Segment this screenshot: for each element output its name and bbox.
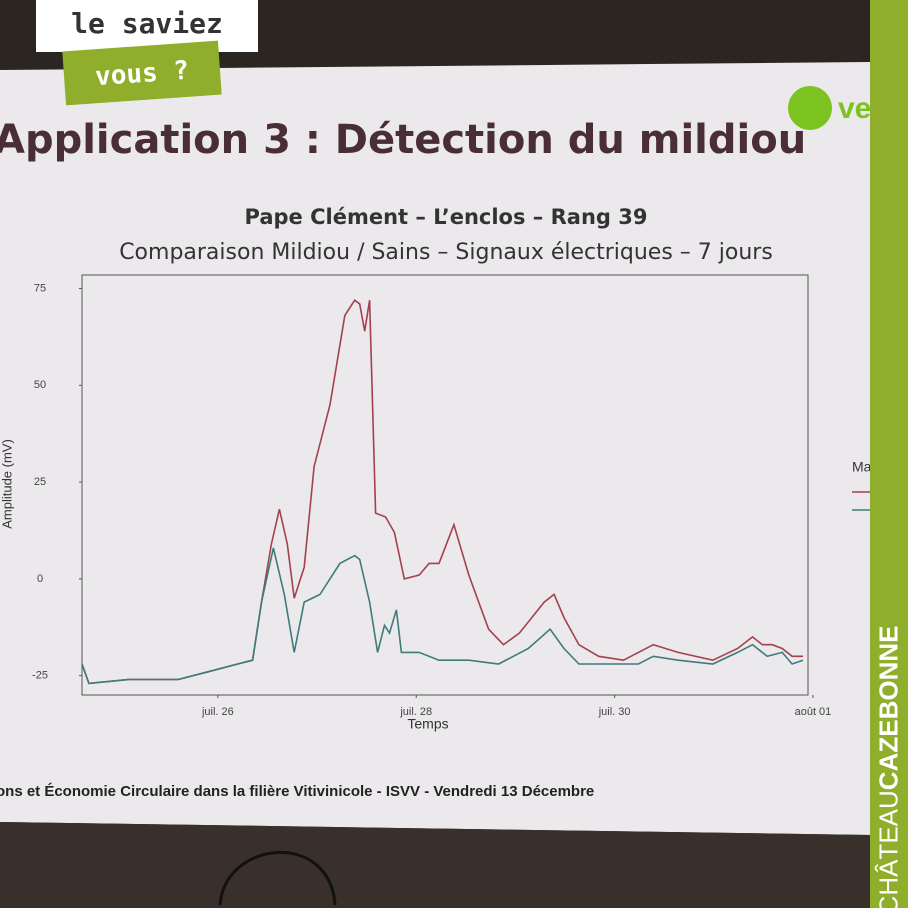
x-tick-label: août 01 [795, 706, 832, 718]
slide-title: Application 3 : Détection du mildiou [0, 117, 806, 163]
series-line [81, 547, 804, 685]
x-tick-label: juil. 26 [201, 706, 234, 718]
x-tick-label: juil. 30 [598, 706, 631, 718]
badge-line-1: le saviez [36, 0, 258, 52]
brand-name: CHÂTEAUCAZEBONNE [874, 626, 905, 908]
footer: ons et Économie Circulaire dans la filiè… [0, 783, 594, 800]
y-tick-label: 75 [34, 282, 46, 294]
y-tick-label: 0 [37, 573, 43, 585]
chart-subtitle: Comparaison Mildiou / Sains – Signaux él… [119, 240, 773, 265]
chart-title: Pape Clément – L’enclos – Rang 39 [245, 205, 648, 229]
y-tick-label: -25 [32, 670, 48, 682]
x-tick-label: juil. 28 [399, 706, 432, 718]
logo-text: ve [838, 92, 871, 125]
head-silhouette [218, 851, 337, 906]
brand-bold: CAZEBONNE [873, 625, 904, 791]
badge-line-2: vous ? [62, 40, 222, 106]
x-axis-label: Temps [407, 716, 448, 732]
brand-band: CHÂTEAUCAZEBONNE [870, 0, 908, 908]
legend-title: Ma [852, 459, 872, 475]
series-line [81, 299, 803, 685]
logo-circle [788, 86, 832, 130]
y-axis-label: Amplitude (mV) [0, 439, 14, 529]
plot-frame [81, 274, 809, 696]
slide-background [0, 62, 870, 835]
y-tick-label: 25 [34, 476, 46, 488]
floor [0, 822, 870, 908]
y-tick-label: 50 [34, 379, 46, 391]
brand-light: CHÂTEAU [873, 790, 904, 908]
